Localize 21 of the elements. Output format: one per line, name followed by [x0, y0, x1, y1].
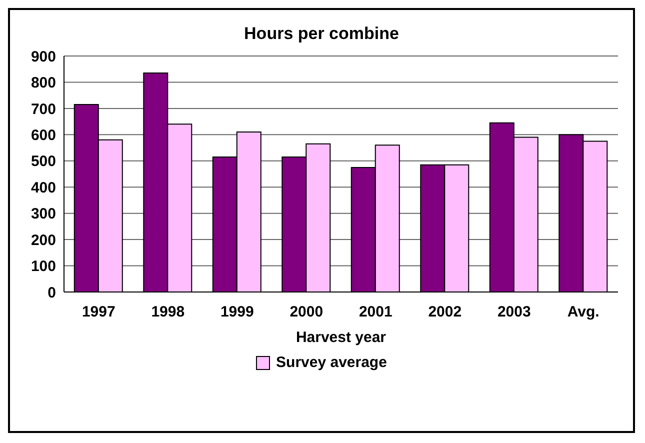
x-tick-label: 1998: [151, 304, 185, 321]
x-tick-label: 2003: [497, 304, 531, 321]
x-tick-label: 1999: [220, 304, 254, 321]
x-tick-label: 2001: [358, 304, 392, 321]
y-tick-label: 600: [30, 126, 56, 144]
x-tick-label: 2000: [290, 304, 324, 321]
y-tick-label: 900: [30, 48, 56, 66]
y-tick-label: 500: [30, 153, 56, 170]
y-tick-label: 800: [30, 74, 56, 92]
y-tick-label: 0: [48, 284, 56, 302]
y-tick-label: 700: [30, 100, 56, 118]
y-tick-label: 400: [30, 179, 56, 196]
y-tick-label: 300: [30, 206, 56, 223]
x-tick-label: Avg.: [567, 304, 600, 321]
legend-label: Survey average: [276, 354, 387, 371]
x-axis-title: Harvest year: [296, 329, 386, 346]
y-tick-label: 100: [30, 258, 56, 276]
x-tick-label: 2002: [428, 304, 462, 321]
x-tick-label: 1997: [82, 304, 116, 321]
chart-title: Hours per combine: [243, 23, 400, 45]
y-tick-label: 200: [30, 232, 56, 249]
